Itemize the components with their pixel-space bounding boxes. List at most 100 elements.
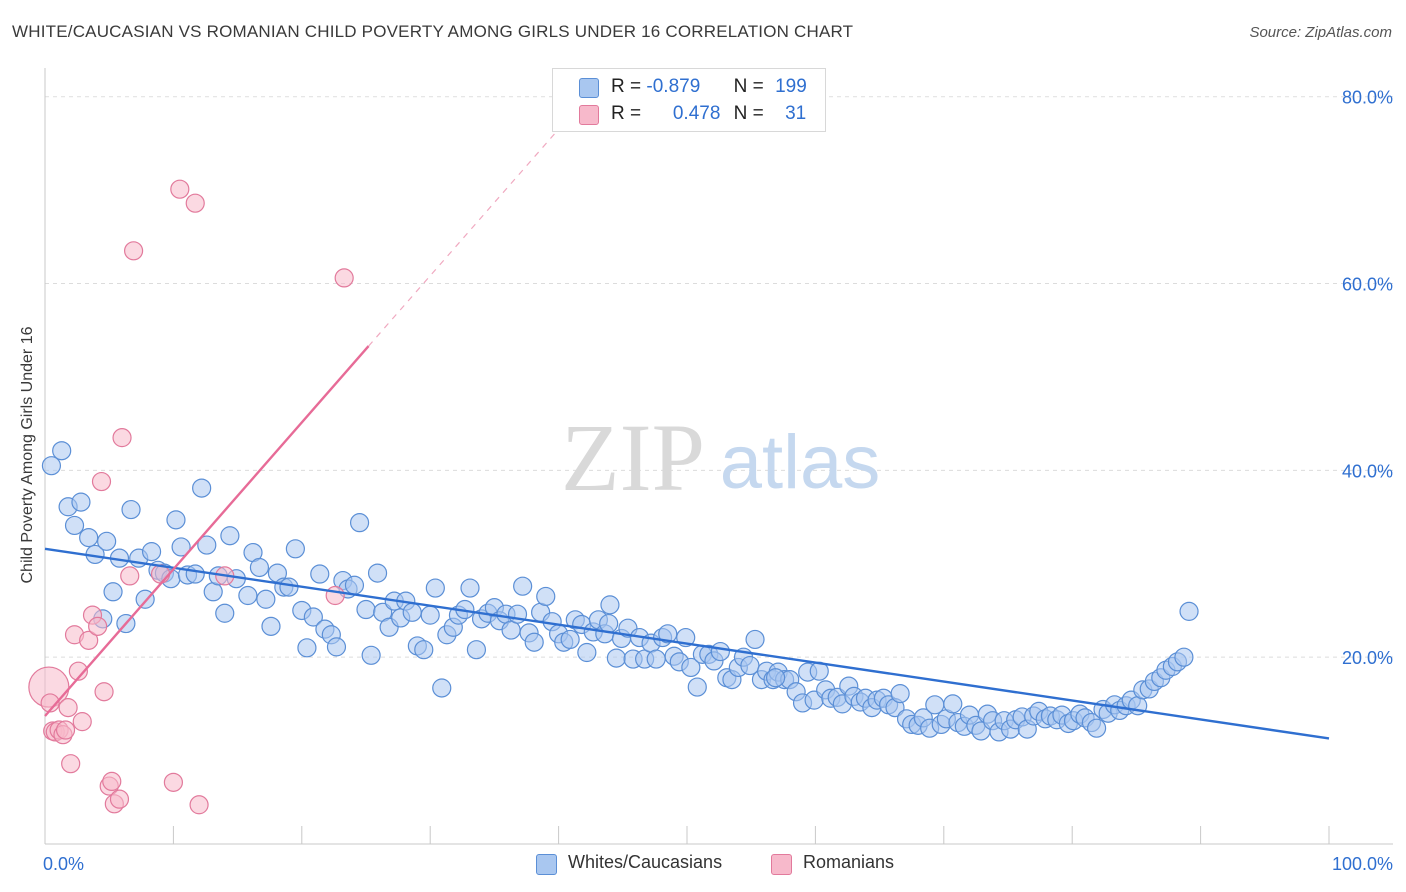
point-romanians (94, 682, 114, 702)
point-whites (349, 513, 370, 533)
point-whites (344, 575, 365, 595)
legend-r-label: R = (611, 76, 642, 97)
point-romanians (109, 789, 130, 809)
point-whites (943, 694, 963, 714)
legend-n-value-whites: 199 (775, 76, 807, 97)
y-tick-label: 20.0% (1342, 648, 1393, 668)
point-whites (1179, 601, 1199, 621)
point-whites (658, 624, 678, 644)
point-romanians (112, 428, 132, 448)
trend-line-whites (44, 547, 1330, 740)
legend-n-label: N = (733, 103, 764, 124)
legend-swatch-whites (579, 78, 599, 98)
point-whites (356, 599, 376, 620)
point-whites (197, 535, 217, 555)
point-romanians (189, 795, 209, 815)
point-romanians (55, 720, 76, 740)
y-tick-label: 60.0% (1342, 275, 1393, 295)
point-whites (425, 578, 445, 598)
point-whites (103, 582, 123, 602)
bottom-legend-label-romanians: Romanians (803, 852, 895, 872)
point-romanians (91, 471, 112, 492)
point-whites (215, 603, 235, 623)
correlation-legend: R = -0.879 N = 199 R = 0.478 N = 31 (552, 68, 826, 132)
legend-n-label: N = (733, 76, 764, 97)
point-romanians (61, 754, 81, 774)
source-credit: Source: ZipAtlas.com (1249, 24, 1392, 41)
watermark-zip: ZIP (561, 404, 705, 511)
legend-swatch-romanians (579, 105, 599, 125)
point-whites (1086, 718, 1107, 738)
point-whites (432, 678, 452, 698)
watermark: ZIP atlas (561, 404, 880, 511)
chart-title: WHITE/CAUCASIAN VS ROMANIAN CHILD POVERT… (12, 22, 854, 41)
point-whites (238, 585, 258, 606)
point-whites (279, 577, 299, 597)
point-whites (710, 641, 730, 662)
point-whites (171, 537, 191, 557)
point-romanians (170, 179, 190, 199)
point-whites (326, 637, 347, 657)
point-whites (1174, 647, 1194, 667)
point-whites (646, 649, 666, 669)
legend-row-whites: R = -0.879 N = 199 (553, 75, 825, 101)
point-romanians (120, 566, 140, 586)
point-whites (220, 526, 240, 546)
point-whites (256, 589, 276, 609)
bottom-legend-swatch-whites (536, 854, 557, 875)
legend-n-value-romanians: 31 (785, 103, 807, 124)
point-whites (97, 531, 117, 551)
legend-r-value-romanians: 0.478 (672, 103, 721, 124)
romanians-points (28, 179, 354, 815)
point-whites (185, 564, 205, 584)
legend-r-label: R = (611, 103, 642, 124)
point-whites (513, 576, 533, 596)
point-whites (41, 456, 62, 476)
point-whites (560, 629, 580, 650)
point-whites (166, 510, 186, 530)
x-tick-label: 0.0% (43, 854, 84, 874)
point-whites (367, 563, 388, 583)
x-tick-label: 100.0% (1332, 854, 1393, 874)
point-whites (141, 542, 162, 562)
point-romanians (88, 616, 108, 636)
point-romanians (185, 193, 205, 213)
grid-lines (45, 96, 1393, 658)
point-whites (52, 441, 72, 461)
point-whites (285, 539, 305, 559)
point-romanians (58, 698, 78, 718)
y-tick-label: 80.0% (1342, 88, 1393, 108)
bottom-legend-label-whites: Whites/Caucasians (568, 852, 723, 872)
point-whites (310, 564, 330, 584)
point-whites (606, 648, 626, 668)
point-whites (249, 557, 270, 578)
trend-line-romanians (44, 345, 370, 717)
point-romanians (334, 268, 354, 288)
point-romanians (102, 771, 122, 792)
trend-lines (44, 121, 1330, 740)
bottom-legend-swatch-romanians (771, 854, 792, 875)
point-whites (460, 578, 480, 598)
point-romanians (72, 712, 92, 732)
point-whites (599, 613, 619, 634)
point-whites (577, 642, 597, 663)
point-whites (890, 684, 910, 704)
point-romanians (79, 630, 99, 650)
legend-r-value-whites: -0.879 (646, 76, 701, 97)
point-whites (297, 638, 317, 658)
point-whites (414, 640, 434, 660)
point-whites (402, 602, 422, 622)
point-whites (466, 640, 487, 660)
trend-line-romanians-extension (368, 121, 566, 347)
point-romanians (163, 772, 183, 792)
point-whites (71, 492, 91, 512)
point-whites (745, 629, 765, 650)
point-whites (79, 527, 99, 548)
point-whites (121, 499, 141, 520)
point-whites (203, 582, 223, 602)
point-whites (681, 657, 701, 678)
whites-points (41, 441, 1199, 742)
watermark-atlas: atlas (720, 420, 881, 505)
tick-labels: 20.0% 40.0% 60.0% 80.0% 0.0% 100.0% (43, 88, 1393, 874)
